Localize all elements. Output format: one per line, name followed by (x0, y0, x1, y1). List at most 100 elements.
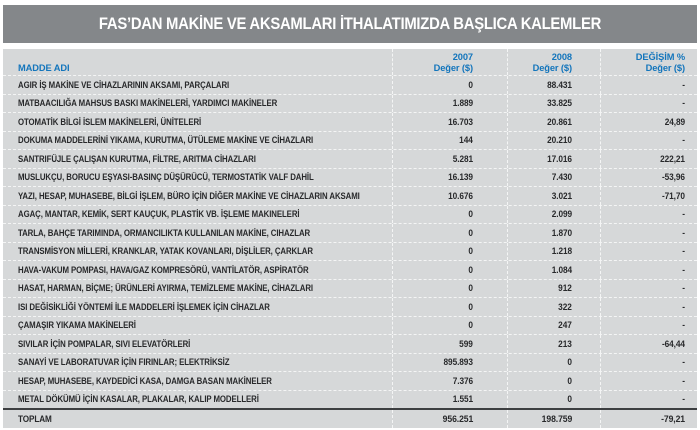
total-row-label: TOPLAM (3, 410, 393, 428)
title-bar: FAS’DAN MAKİNE VE AKSAMLARI İTHALATIMIZD… (3, 5, 697, 43)
table-row: YAZI, HESAP, MUHASEBE, BİLGİ İŞLEM, BÜRO… (3, 186, 697, 205)
row-name: TARLA, BAHÇE TARIMINDA, ORMANCILIKTA KUL… (3, 224, 393, 242)
row-value-2007: 0 (393, 261, 508, 279)
row-value-2007: 0 (393, 298, 508, 316)
table-row: AGIR İŞ MAKİNE VE CİHAZLARININ AKSAMI, P… (3, 75, 697, 94)
row-value-2008: 322 (508, 298, 601, 316)
row-value-2008: 247 (508, 316, 601, 334)
table-row: HASAT, HARMAN, BİÇME; ÜRÜNLERİ AYIRMA, T… (3, 278, 697, 297)
row-change: - (682, 320, 685, 331)
row-value-2008: 3.021 (508, 187, 601, 205)
table-header-row: MADDE ADI 2007 Değer ($) 2008 Değer ($) … (3, 49, 697, 75)
row-change: 222,21 (660, 153, 685, 164)
row-change: -71,70 (662, 190, 685, 201)
row-name: TRANSMİSYON MİLLERİ, KRANKLAR, YATAK KOV… (3, 242, 393, 260)
row-name: HESAP, MUHASEBE, KAYDEDİCİ KASA, DAMGA B… (3, 372, 393, 390)
row-value-2007: 0 (393, 316, 508, 334)
row-name: HAVA-VAKUM POMPASI, HAVA/GAZ KOMPRESÖRÜ,… (3, 261, 393, 279)
table-row: OTOMATİK BİLGİ İSLEM MAKİNELERİ, ÜNİTELE… (3, 112, 697, 131)
row-value-2008: 912 (508, 279, 601, 297)
column-header-change-label: DEĞİŞİM % (635, 52, 685, 62)
row-change: 24,89 (664, 116, 685, 127)
row-change: - (682, 394, 685, 405)
row-value-2007: 144 (393, 131, 508, 149)
column-header-2008-unit: Değer ($) (532, 62, 573, 73)
row-value-2007: 1.889 (393, 94, 508, 112)
row-value-2007: 10.676 (393, 187, 508, 205)
row-value-2007: 0 (393, 76, 508, 94)
total-change: -79,21 (661, 413, 685, 425)
table-row: DOKUMA MADDELERİNİ YIKAMA, KURUTMA, ÜTÜL… (3, 130, 697, 149)
row-value-2008: 1.218 (508, 242, 601, 260)
column-header-2008: 2008 Değer ($) (508, 49, 601, 75)
row-value-2007: 7.376 (393, 372, 508, 390)
row-change: -64,44 (662, 338, 685, 349)
table-row: ÇAMAŞIR YIKAMA MAKİNELERİ 0 247 - (3, 315, 697, 334)
row-value-2007: 0 (393, 224, 508, 242)
row-change: - (682, 227, 685, 238)
row-name: METAL DÖKÜMÜ İÇİN KASALAR, PLAKALAR, KAL… (3, 390, 393, 408)
column-header-2007-unit: Değer ($) (433, 62, 474, 73)
table-row: METAL DÖKÜMÜ İÇİN KASALAR, PLAKALAR, KAL… (3, 389, 697, 408)
column-header-madde-adi-label: MADDE ADI (18, 62, 70, 73)
row-value-2008: 1.870 (508, 224, 601, 242)
table-row: SANTRIFÜJLE ÇALIŞAN KURUTMA, FİLTRE, ARI… (3, 149, 697, 168)
row-change: - (682, 301, 685, 312)
total-value-2007: 956.251 (393, 410, 508, 428)
row-name: SANAYİ VE LABORATUVAR İÇİN FIRINLAR; ELE… (3, 353, 393, 371)
row-value-2008: 20.210 (508, 131, 601, 149)
table-row: MATBAACILIĞA MAHSUS BASKI MAKİNELERİ, YA… (3, 93, 697, 112)
row-change: - (682, 98, 685, 109)
row-value-2008: 88.431 (508, 76, 601, 94)
table-row: HESAP, MUHASEBE, KAYDEDİCİ KASA, DAMGA B… (3, 371, 697, 390)
row-change: - (682, 375, 685, 386)
table-row: HAVA-VAKUM POMPASI, HAVA/GAZ KOMPRESÖRÜ,… (3, 260, 697, 279)
column-header-2008-year: 2008 (551, 52, 572, 62)
table-row: MUSLUKÇU, BORUCU EŞYASI-BASINÇ DÜŞÜRÜCÜ,… (3, 167, 697, 186)
row-value-2008: 2.099 (508, 205, 601, 223)
row-name: HASAT, HARMAN, BİÇME; ÜRÜNLERİ AYIRMA, T… (3, 279, 393, 297)
table-row: SANAYİ VE LABORATUVAR İÇİN FIRINLAR; ELE… (3, 352, 697, 371)
import-table: MADDE ADI 2007 Değer ($) 2008 Değer ($) … (3, 49, 697, 428)
table-row: SIVILAR İÇİN POMPALAR, SIVI ELEVATÖRLERİ… (3, 334, 697, 353)
row-value-2008: 0 (508, 372, 601, 390)
row-value-2008: 7.430 (508, 168, 601, 186)
row-value-2007: 1.551 (393, 390, 508, 408)
table-body: AGIR İŞ MAKİNE VE CİHAZLARININ AKSAMI, P… (3, 75, 697, 408)
row-change: - (682, 264, 685, 275)
total-value-2008: 198.759 (508, 410, 601, 428)
column-header-madde-adi: MADDE ADI (3, 49, 393, 75)
column-header-2007-year: 2007 (452, 52, 473, 62)
row-value-2008: 33.825 (508, 94, 601, 112)
row-name: DOKUMA MADDELERİNİ YIKAMA, KURUTMA, ÜTÜL… (3, 131, 393, 149)
row-value-2007: 895.893 (393, 353, 508, 371)
row-value-2007: 16.139 (393, 168, 508, 186)
table-row: ISI DEĞİSİKLİĞİ YÖNTEMİ İLE MADDELERİ İŞ… (3, 297, 697, 316)
row-change: - (682, 79, 685, 90)
row-name: ÇAMAŞIR YIKAMA MAKİNELERİ (3, 316, 393, 334)
row-name: OTOMATİK BİLGİ İSLEM MAKİNELERİ, ÜNİTELE… (3, 113, 393, 131)
row-value-2008: 20.861 (508, 113, 601, 131)
row-change: - (682, 357, 685, 368)
row-change: - (682, 246, 685, 257)
row-change: - (682, 135, 685, 146)
row-name: SIVILAR İÇİN POMPALAR, SIVI ELEVATÖRLERİ (3, 335, 393, 353)
row-name: AGAÇ, MANTAR, KEMİK, SERT KAUÇUK, PLASTİ… (3, 205, 393, 223)
row-value-2007: 5.281 (393, 150, 508, 168)
table-row: TRANSMİSYON MİLLERİ, KRANKLAR, YATAK KOV… (3, 241, 697, 260)
column-header-2007: 2007 Değer ($) (393, 49, 508, 75)
row-value-2007: 16.703 (393, 113, 508, 131)
row-name: AGIR İŞ MAKİNE VE CİHAZLARININ AKSAMI, P… (3, 76, 393, 94)
row-name: YAZI, HESAP, MUHASEBE, BİLGİ İŞLEM, BÜRO… (3, 187, 393, 205)
row-value-2008: 0 (508, 390, 601, 408)
total-row: TOPLAM 956.251 198.759 -79,21 (3, 408, 697, 428)
row-change: - (682, 283, 685, 294)
row-value-2007: 0 (393, 205, 508, 223)
row-value-2008: 1.084 (508, 261, 601, 279)
row-value-2007: 599 (393, 335, 508, 353)
row-value-2008: 213 (508, 335, 601, 353)
row-value-2008: 0 (508, 353, 601, 371)
page-title: FAS’DAN MAKİNE VE AKSAMLARI İTHALATIMIZD… (98, 14, 602, 33)
row-value-2007: 0 (393, 242, 508, 260)
